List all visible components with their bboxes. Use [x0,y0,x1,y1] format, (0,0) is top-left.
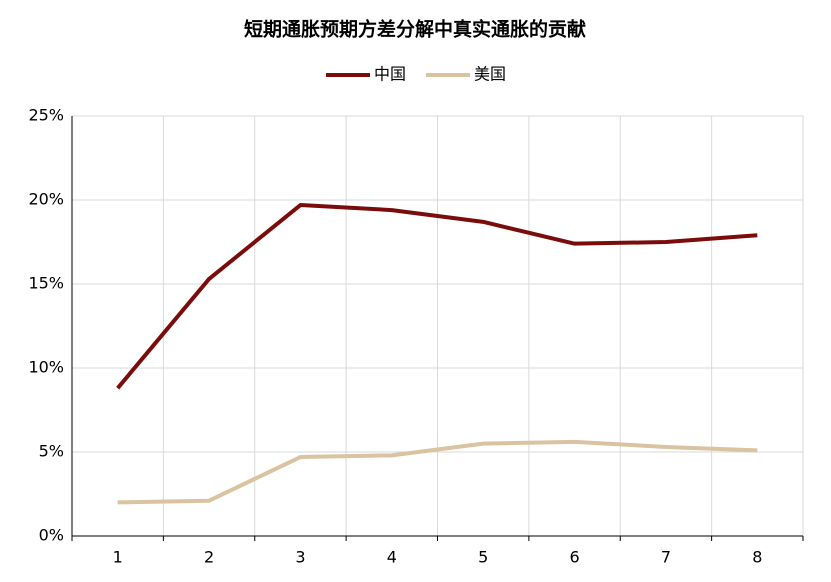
y-tick-label: 0% [39,526,64,545]
chart-title: 短期通胀预期方差分解中真实通胀的贡献 [244,18,586,41]
series-line [116,203,758,390]
y-tick-label: 25% [28,106,64,125]
x-tick-label: 7 [661,548,671,567]
y-tick-label: 10% [28,358,64,377]
legend-label: 美国 [474,65,506,84]
x-tick-label: 5 [478,548,488,567]
x-tick-label: 2 [204,548,214,567]
y-tick-label: 5% [39,442,64,461]
x-tick-label: 8 [752,548,762,567]
legend-label: 中国 [374,65,406,84]
y-tick-label: 15% [28,274,64,293]
x-tick-label: 6 [569,548,579,567]
x-tick-label: 4 [387,548,397,567]
x-tick-label: 3 [295,548,305,567]
series-line [117,439,758,505]
x-tick-label: 1 [113,548,123,567]
y-tick-label: 20% [28,190,64,209]
